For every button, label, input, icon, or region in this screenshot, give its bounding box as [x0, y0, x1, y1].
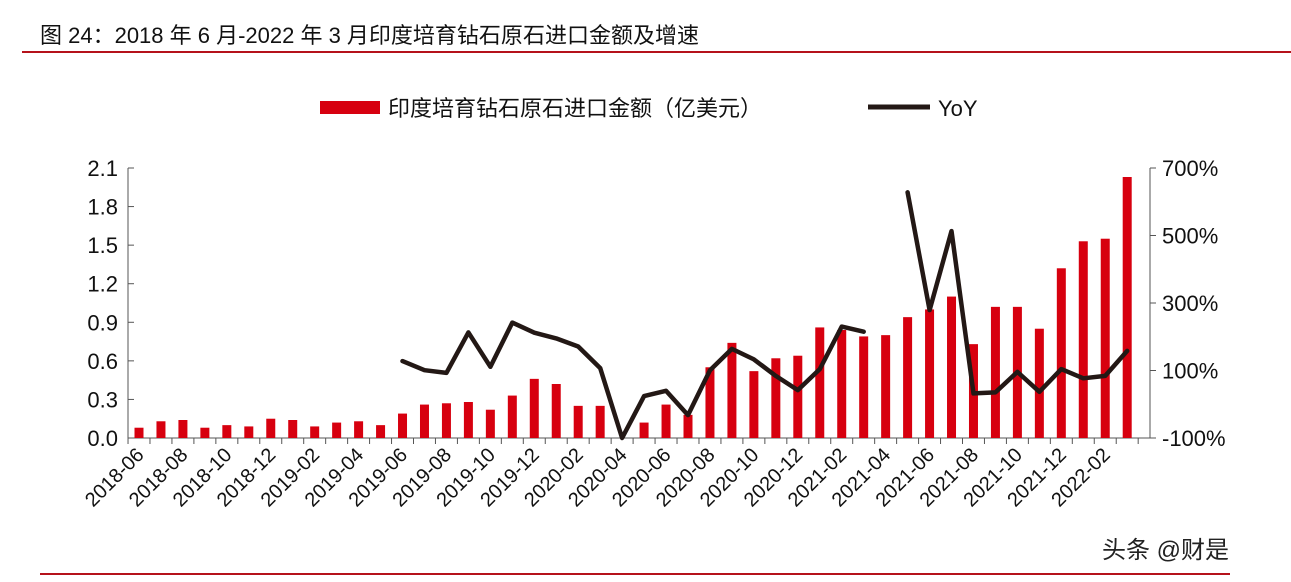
- bar: [727, 342, 737, 438]
- bar: [859, 336, 869, 438]
- bar: [990, 306, 1000, 438]
- left-tick-label: 0.0: [87, 426, 118, 451]
- left-tick-label: 1.8: [87, 195, 118, 220]
- bar: [1078, 241, 1088, 438]
- left-tick-label: 0.9: [87, 310, 118, 335]
- yoy-line-segment: [400, 320, 866, 441]
- bar: [1100, 238, 1110, 438]
- bar: [925, 309, 935, 438]
- bar: [529, 378, 539, 438]
- legend-label-bar: 印度培育钻石原石进口金额（亿美元）: [388, 96, 762, 121]
- legend-swatch-bar: [320, 101, 380, 114]
- left-tick-label: 1.2: [87, 272, 118, 297]
- legend: 印度培育钻石原石进口金额（亿美元） YoY: [320, 96, 978, 121]
- bar: [793, 355, 803, 438]
- left-tick-label: 2.1: [87, 156, 118, 181]
- legend-label-line: YoY: [938, 96, 978, 121]
- bar: [419, 404, 429, 438]
- bar: [1034, 328, 1044, 438]
- bar: [639, 422, 649, 438]
- bar: [771, 358, 781, 438]
- yoy-line-segment: [905, 190, 1130, 396]
- bar: [156, 421, 166, 438]
- title-rule: [22, 51, 1291, 53]
- bar: [354, 421, 364, 438]
- bar: [837, 330, 847, 438]
- bar: [200, 427, 210, 438]
- bar: [661, 404, 671, 438]
- bar: [134, 427, 144, 438]
- bar: [222, 425, 232, 438]
- right-tick-label: 700%: [1162, 156, 1218, 181]
- bar: [507, 395, 517, 438]
- yoy-line: [400, 190, 1130, 441]
- bar: [705, 367, 715, 438]
- right-tick-label: 300%: [1162, 291, 1218, 316]
- bar: [683, 414, 693, 438]
- left-tick-label: 1.5: [87, 233, 118, 258]
- left-tick-label: 0.6: [87, 349, 118, 374]
- right-tick-label: 500%: [1162, 224, 1218, 249]
- bar: [463, 402, 473, 438]
- watermark: 头条 @财是: [1102, 537, 1230, 564]
- bar: [947, 296, 957, 438]
- bar: [178, 420, 188, 438]
- bar: [1122, 177, 1132, 438]
- bar: [815, 327, 825, 438]
- bars: [134, 177, 1132, 438]
- bar: [310, 426, 320, 438]
- bar: [1056, 268, 1066, 438]
- bar: [573, 405, 583, 438]
- left-tick-label: 0.3: [87, 387, 118, 412]
- bar: [441, 403, 451, 438]
- bar: [551, 384, 561, 438]
- bar: [266, 418, 276, 438]
- bar: [288, 420, 298, 438]
- bar: [881, 335, 891, 438]
- bar: [244, 426, 254, 438]
- bar: [398, 413, 408, 438]
- axes: 0.0 0.3 0.6 0.9 1.2 1.5 1.8 2.1 -100% 100% 300% 500…: [81, 156, 1226, 511]
- figure-title: 图 24：2018 年 6 月-2022 年 3 月印度培育钻石原石进口金额及增…: [40, 23, 699, 48]
- bar: [376, 425, 386, 438]
- bar: [332, 422, 342, 438]
- bar: [903, 317, 913, 438]
- bottom-rule: [40, 573, 1230, 575]
- bar: [595, 405, 605, 438]
- right-tick-label: 100%: [1162, 359, 1218, 384]
- bar: [485, 409, 495, 438]
- bar: [749, 371, 759, 438]
- right-tick-label: -100%: [1162, 426, 1226, 451]
